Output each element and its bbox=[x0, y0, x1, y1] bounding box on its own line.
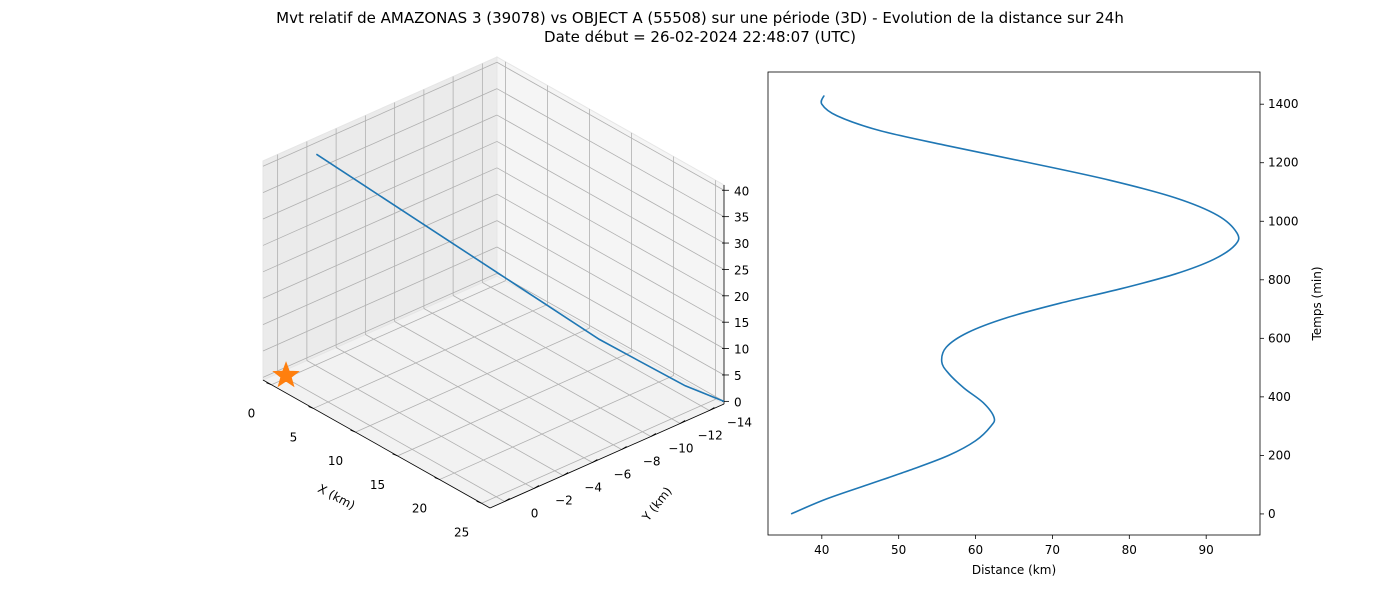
x-tick-label: 40 bbox=[814, 543, 829, 557]
grid-line-z bbox=[496, 141, 725, 270]
y-tick bbox=[533, 485, 540, 489]
x-tick bbox=[476, 500, 482, 504]
y-tick bbox=[592, 459, 598, 463]
y-tick-label: −14 bbox=[727, 416, 752, 430]
y-tick-label: −10 bbox=[668, 442, 693, 456]
z-tick-label: 35 bbox=[734, 211, 749, 225]
y-tick-label: 600 bbox=[1268, 331, 1291, 345]
y-tick-label: 800 bbox=[1268, 273, 1291, 287]
grid-line-x bbox=[271, 280, 506, 386]
title-line-2: Date début = 26-02-2024 22:48:07 (UTC) bbox=[544, 28, 856, 46]
grid-line-y bbox=[335, 347, 564, 476]
x-axis-label: X (km) bbox=[316, 481, 358, 512]
distance-curve bbox=[790, 95, 1240, 515]
grid-line-z bbox=[262, 272, 498, 378]
grid-line-z bbox=[496, 220, 725, 349]
grid-line-z bbox=[496, 167, 725, 297]
grid-line-y bbox=[365, 334, 593, 463]
y-tick-label: 400 bbox=[1268, 390, 1291, 404]
trajectory-line bbox=[315, 153, 725, 403]
x-tick-label: 90 bbox=[1199, 543, 1214, 557]
z-tick-label: 40 bbox=[734, 184, 749, 198]
x-tick bbox=[350, 429, 356, 433]
grid-line-x bbox=[313, 304, 548, 409]
grid-line-z bbox=[262, 88, 498, 194]
x-tick-label: 10 bbox=[328, 454, 343, 468]
z-tick-label: 25 bbox=[734, 263, 749, 277]
y-tick-label: 200 bbox=[1268, 448, 1291, 462]
grid-line-z bbox=[262, 246, 498, 352]
grid-line-y bbox=[277, 373, 505, 502]
title-line-1: Mvt relatif de AMAZONAS 3 (39078) vs OBJ… bbox=[276, 9, 1124, 27]
x-axis-label: Distance (km) bbox=[972, 563, 1056, 577]
y-axis-label: Temps (min) bbox=[1310, 266, 1324, 341]
grid-line-z bbox=[496, 114, 725, 244]
x-tick-label: 60 bbox=[968, 543, 983, 557]
x-tick bbox=[392, 453, 398, 457]
x-tick-label: 5 bbox=[290, 430, 298, 444]
z-tick-label: 10 bbox=[734, 343, 749, 357]
x-tick-label: 80 bbox=[1122, 543, 1137, 557]
x-tick bbox=[266, 382, 272, 386]
y-tick bbox=[650, 433, 657, 437]
z-tick-label: 15 bbox=[734, 316, 749, 330]
x-tick bbox=[308, 406, 314, 409]
plot-frame bbox=[767, 71, 1261, 536]
z-tick-label: 30 bbox=[734, 237, 749, 251]
grid-line-z bbox=[262, 61, 498, 167]
grid-line-y bbox=[482, 282, 710, 411]
grid-line-y bbox=[452, 295, 681, 424]
x-axis-line bbox=[262, 379, 491, 509]
y-tick-label: 1200 bbox=[1268, 156, 1299, 170]
grid-line-x bbox=[481, 398, 716, 504]
grid-line-x bbox=[397, 351, 632, 457]
y-tick-label: −2 bbox=[555, 494, 573, 508]
grid-line-y bbox=[394, 321, 622, 450]
y-tick-label: 1000 bbox=[1268, 214, 1299, 228]
x-tick-label: 20 bbox=[412, 502, 427, 516]
y-tick bbox=[679, 420, 686, 424]
y-tick-label: −6 bbox=[614, 468, 632, 482]
grid-line-z bbox=[496, 88, 725, 218]
y-tick-label: 0 bbox=[1268, 507, 1276, 521]
distance-time-plot: 40 50 60 70 80 90 Distance (km) 0 200 400 600 800 10… bbox=[767, 71, 1324, 577]
z-tick-label: 20 bbox=[734, 290, 749, 304]
grid-line-z bbox=[496, 273, 725, 402]
z-tick-label: 0 bbox=[734, 395, 742, 409]
grid-line-z bbox=[262, 193, 498, 299]
x-tick bbox=[434, 477, 440, 480]
grid-line-z bbox=[262, 141, 498, 246]
grid-line-z bbox=[496, 193, 725, 323]
grid-line-z bbox=[496, 246, 725, 376]
figure-title: Mvt relatif de AMAZONAS 3 (39078) vs OBJ… bbox=[0, 9, 1400, 47]
y-tick-label: −12 bbox=[697, 429, 722, 443]
x-tick-label: 50 bbox=[891, 543, 906, 557]
y-tick bbox=[504, 498, 510, 502]
trajectory-3d-plot: 0 5 10 15 20 25 X (km) −14 −12 −10 −8 −6 −4 −2 0 Y (km)… bbox=[248, 56, 784, 539]
origin-star-marker bbox=[272, 361, 300, 388]
z-tick-label: 5 bbox=[734, 369, 742, 383]
y-axis-line bbox=[489, 403, 725, 509]
grid-line-y bbox=[423, 308, 652, 437]
y-tick-label: 1400 bbox=[1268, 97, 1299, 111]
y-axis-label: Y (km) bbox=[639, 484, 675, 524]
grid-line-z bbox=[262, 220, 498, 325]
x-tick-label: 15 bbox=[370, 478, 385, 492]
grid-line-z bbox=[262, 114, 498, 220]
grid-line-z bbox=[496, 61, 725, 191]
grid-line-x bbox=[439, 375, 674, 480]
y-tick-label: −4 bbox=[584, 481, 602, 495]
y-tick bbox=[709, 407, 715, 411]
y-tick bbox=[621, 446, 627, 450]
x-tick-label: 70 bbox=[1045, 543, 1060, 557]
grid-line-y bbox=[306, 360, 535, 489]
x-tick-label: 0 bbox=[248, 407, 256, 421]
grid-line-z bbox=[262, 167, 498, 273]
grid-line-x bbox=[355, 327, 590, 433]
y-tick bbox=[562, 472, 569, 476]
y-tick-label: −8 bbox=[643, 455, 661, 469]
x-tick-label: 25 bbox=[454, 525, 469, 539]
y-tick-label: 0 bbox=[531, 507, 539, 521]
